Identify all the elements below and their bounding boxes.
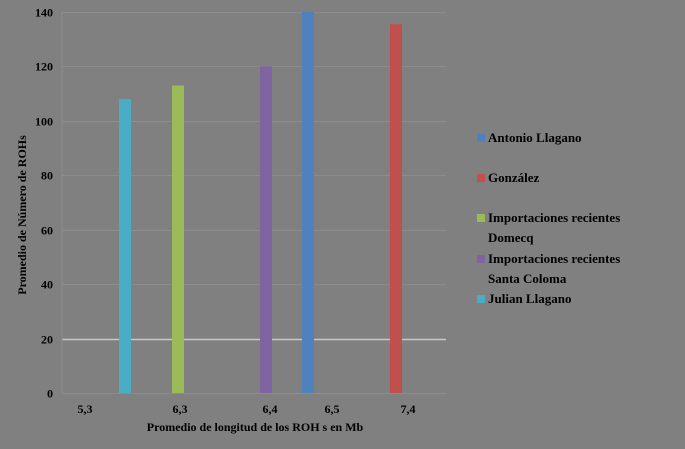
legend-item-gonzalez: González <box>477 168 678 188</box>
legend-label: Importaciones recientes Domecq <box>488 210 621 245</box>
x-axis-ticks: 5,3 6,3 6,4 6,5 7,4 <box>78 402 416 416</box>
bars <box>119 12 402 393</box>
legend-item-antonio-llagano: Antonio Llagano <box>477 128 678 148</box>
bar-importaciones-recientes-domecq <box>172 85 184 393</box>
x-tick-label: 6,5 <box>325 402 340 416</box>
legend-label: Antonio Llagano <box>488 130 582 145</box>
y-tick-label: 20 <box>41 333 53 347</box>
bar-importaciones-recientes-santa-coloma <box>260 66 272 393</box>
y-tick-label: 80 <box>41 169 53 183</box>
y-tick-label: 0 <box>47 387 53 401</box>
bar-antonio-llagano <box>302 12 314 393</box>
bar-gonz-lez <box>390 24 402 393</box>
legend-swatch <box>477 214 485 222</box>
y-tick-label: 120 <box>35 60 53 74</box>
legend-item-importaciones-domecq: Importaciones recientes Domecq <box>477 208 678 248</box>
bar-julian-llagano <box>119 99 131 393</box>
y-tick-label: 60 <box>41 224 53 238</box>
y-axis-ticks: 0 20 40 60 80 100 120 140 <box>35 6 53 401</box>
x-tick-label: 6,3 <box>173 402 188 416</box>
legend-swatch <box>477 295 485 303</box>
legend-label: Julian Llagano <box>488 291 572 306</box>
legend-item-importaciones-santa-coloma: Importaciones recientes Santa Coloma <box>477 249 678 289</box>
legend-label: Importaciones recientes Santa Coloma <box>488 251 621 286</box>
legend-swatch <box>477 174 485 182</box>
x-tick-label: 7,4 <box>401 402 416 416</box>
y-tick-label: 40 <box>41 278 53 292</box>
y-axis-title: Promedio de Número de ROHs <box>15 135 29 295</box>
x-tick-label: 6,4 <box>263 402 278 416</box>
y-tick-label: 100 <box>35 115 53 129</box>
legend-item-julian-llagano: Julian Llagano <box>477 289 678 309</box>
x-axis-title: Promedio de longitud de los ROH s en Mb <box>147 420 364 434</box>
legend-swatch <box>477 134 485 142</box>
legend-label: González <box>488 170 540 185</box>
x-tick-label: 5,3 <box>78 402 93 416</box>
legend-swatch <box>477 255 485 263</box>
y-tick-label: 140 <box>35 6 53 20</box>
